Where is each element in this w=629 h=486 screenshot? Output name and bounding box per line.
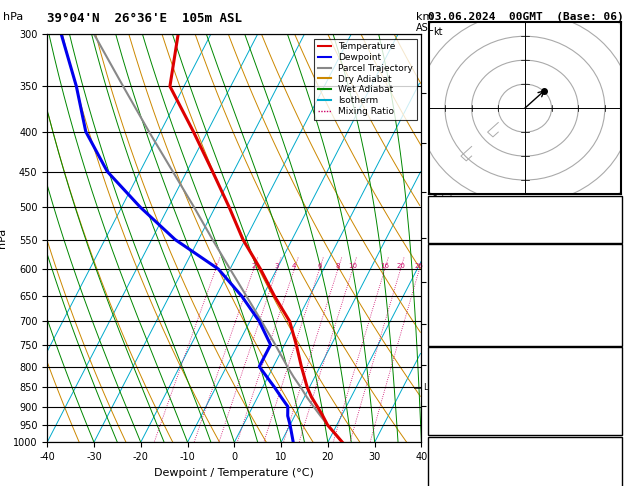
Text: Hodograph: Hodograph (497, 440, 554, 450)
Text: 8: 8 (336, 263, 340, 269)
Text: Most Unstable: Most Unstable (484, 350, 566, 361)
Text: 317°: 317° (595, 480, 620, 486)
Y-axis label: Mixing Ratio (g/kg): Mixing Ratio (g/kg) (443, 192, 453, 284)
Text: Lifted Index: Lifted Index (430, 301, 505, 312)
Text: Temp (°C): Temp (°C) (430, 261, 486, 271)
Text: Surface: Surface (503, 247, 547, 258)
Legend: Temperature, Dewpoint, Parcel Trajectory, Dry Adiabat, Wet Adiabat, Isotherm, Mi: Temperature, Dewpoint, Parcel Trajectory… (314, 38, 417, 120)
Y-axis label: hPa: hPa (0, 228, 8, 248)
Text: 1: 1 (213, 263, 218, 269)
Text: 0: 0 (614, 404, 620, 415)
Text: 4: 4 (614, 301, 620, 312)
Text: θᵉ (K): θᵉ (K) (430, 378, 468, 387)
Text: 4: 4 (292, 263, 296, 269)
Text: 2: 2 (614, 391, 620, 401)
Text: 39°04'N  26°36'E  105m ASL: 39°04'N 26°36'E 105m ASL (47, 12, 242, 25)
Text: 2.09: 2.09 (595, 226, 620, 236)
Text: StmDir: StmDir (430, 480, 468, 486)
Text: hPa: hPa (3, 12, 23, 22)
Text: 16: 16 (381, 263, 389, 269)
Text: km: km (416, 12, 434, 22)
Text: SREH: SREH (430, 467, 455, 477)
Text: © weatheronline.co.uk: © weatheronline.co.uk (469, 471, 582, 480)
Text: 6: 6 (317, 263, 322, 269)
Text: Totals Totals: Totals Totals (430, 212, 511, 222)
Text: 3: 3 (275, 263, 279, 269)
Text: Pressure (mb): Pressure (mb) (430, 364, 511, 374)
Text: 0: 0 (614, 329, 620, 338)
Text: CIN (J): CIN (J) (430, 418, 474, 428)
Text: CAPE (J): CAPE (J) (430, 315, 480, 325)
Text: 14: 14 (608, 467, 620, 477)
Text: CAPE (J): CAPE (J) (430, 404, 480, 415)
Text: PW (cm): PW (cm) (430, 226, 474, 236)
Text: LCL: LCL (423, 383, 438, 393)
Text: 03.06.2024  00GMT  (Base: 06): 03.06.2024 00GMT (Base: 06) (428, 12, 623, 22)
Text: θᵉ(K): θᵉ(K) (430, 288, 462, 298)
Text: 26: 26 (415, 263, 424, 269)
Text: 19: 19 (608, 199, 620, 209)
Text: 2: 2 (252, 263, 256, 269)
Text: 900: 900 (601, 364, 620, 374)
Text: 12.6: 12.6 (595, 275, 620, 284)
Text: CIN (J): CIN (J) (430, 329, 474, 338)
Text: 0: 0 (614, 315, 620, 325)
Text: 0: 0 (614, 418, 620, 428)
Text: Dewp (°C): Dewp (°C) (430, 275, 486, 284)
Text: 23.1: 23.1 (595, 261, 620, 271)
Text: K: K (430, 199, 437, 209)
Text: 20: 20 (396, 263, 405, 269)
Text: 45: 45 (608, 212, 620, 222)
Text: 322: 322 (601, 288, 620, 298)
Text: 328: 328 (601, 378, 620, 387)
Text: Lifted Index: Lifted Index (430, 391, 505, 401)
Text: ASL: ASL (416, 23, 435, 34)
X-axis label: Dewpoint / Temperature (°C): Dewpoint / Temperature (°C) (154, 468, 314, 478)
Text: 4: 4 (614, 453, 620, 464)
Text: EH: EH (430, 453, 443, 464)
Text: 10: 10 (348, 263, 357, 269)
Text: kt: kt (433, 27, 442, 37)
